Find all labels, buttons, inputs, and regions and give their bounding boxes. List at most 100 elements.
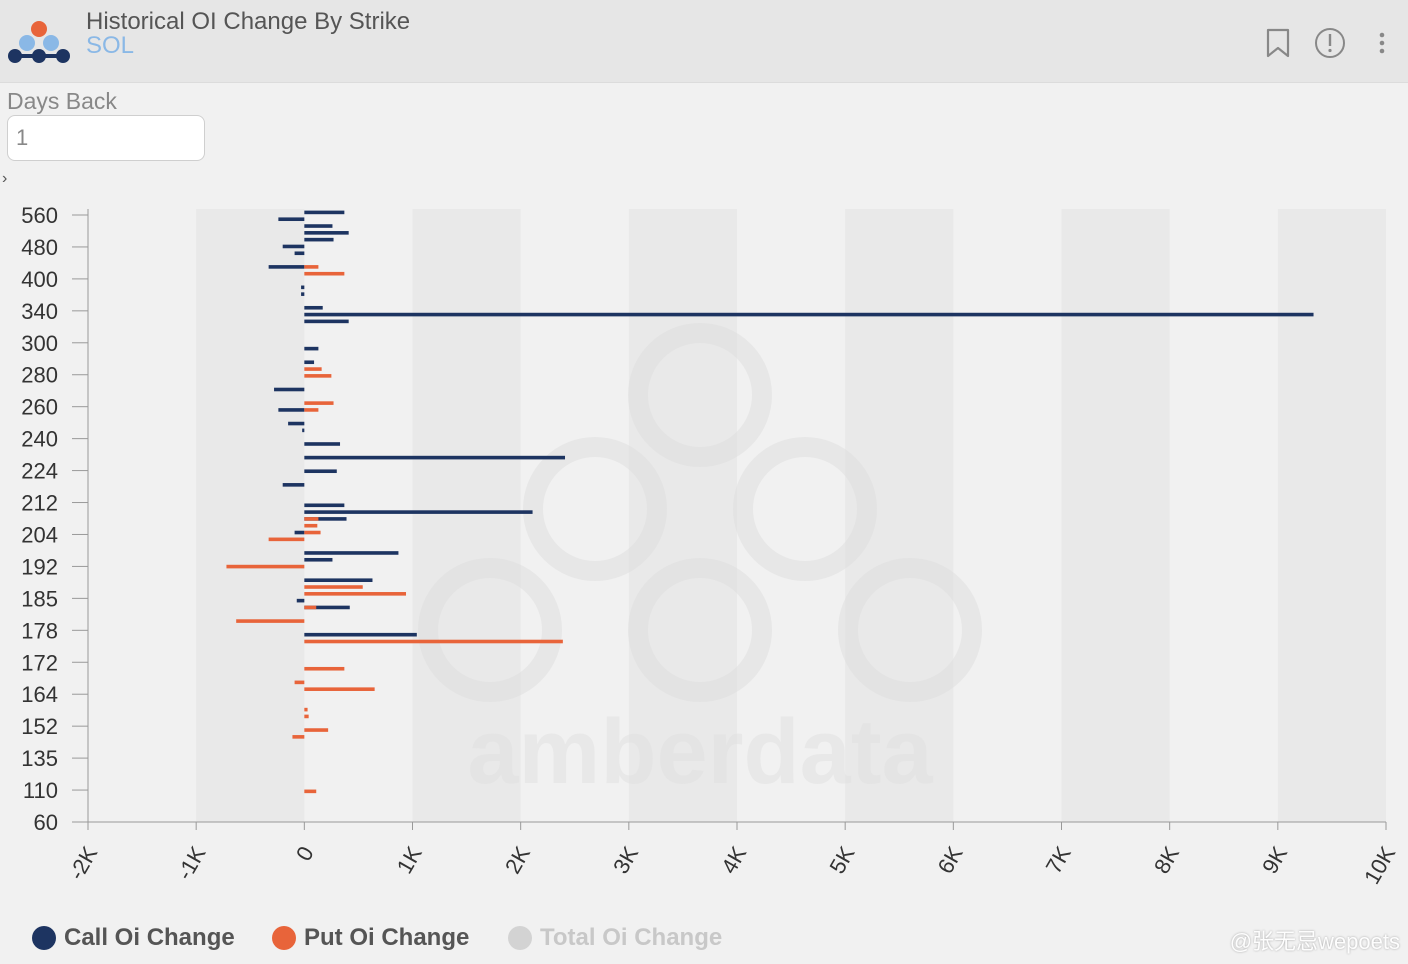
- watermark-ring: [628, 558, 772, 702]
- x-tick-label: -1K: [172, 842, 211, 884]
- put-oi-bar-182: [226, 564, 305, 569]
- more-options-icon[interactable]: [1365, 26, 1399, 60]
- put-oi-bar-400: [304, 265, 319, 269]
- amberdata-logo: [8, 21, 70, 63]
- y-tick-label: 480: [21, 235, 58, 260]
- put-oi-bar-155: [304, 707, 308, 712]
- put-oi-bar-162: [304, 687, 375, 691]
- call-oi-bar-260: [304, 360, 315, 365]
- call-oi-bar-218: [302, 428, 305, 433]
- call-oi-bar-176: [304, 605, 350, 610]
- call-oi-bar-228: [278, 408, 305, 412]
- call-oi-bar-440: [294, 251, 305, 256]
- put-oi-bar-152: [304, 714, 309, 719]
- put-oi-bar-176: [304, 605, 317, 610]
- watermark-ring: [628, 323, 772, 467]
- y-tick-label: 135: [21, 746, 58, 771]
- x-tick-label: -2K: [64, 842, 103, 884]
- call-oi-bar-184: [304, 551, 399, 555]
- legend-item-call-oi-change[interactable]: Call Oi Change: [32, 920, 235, 956]
- put-oi-bar-100: [304, 789, 317, 794]
- put-oi-bar-189: [304, 517, 319, 521]
- y-tick-label: 212: [21, 491, 58, 516]
- info-icon[interactable]: [1313, 26, 1347, 60]
- x-tick-label: 4K: [716, 842, 751, 878]
- legend-item-put-oi-change[interactable]: Put Oi Change: [272, 920, 469, 956]
- legend-label: Call Oi Change: [64, 924, 235, 951]
- y-tick-label: 400: [21, 267, 58, 292]
- call-oi-bar-190: [304, 510, 533, 514]
- grid-band: [1061, 209, 1170, 822]
- y-tick-label: 178: [21, 618, 58, 643]
- legend-swatch: [32, 926, 56, 950]
- call-oi-bar-220: [288, 421, 305, 426]
- call-oi-bar-500: [304, 231, 349, 235]
- call-oi-bar-295: [304, 312, 1314, 317]
- y-tick-label: 260: [21, 395, 58, 420]
- put-oi-bar-232: [304, 401, 334, 405]
- put-oi-bar-164: [294, 680, 305, 685]
- call-oi-bar-270: [304, 346, 319, 351]
- asset-subtitle: SOL: [86, 32, 135, 59]
- call-oi-bar-540: [278, 217, 305, 222]
- call-oi-bar-460: [282, 244, 305, 249]
- legend-item-total-oi-change[interactable]: Total Oi Change: [508, 920, 722, 956]
- watermark-ring: [418, 558, 562, 702]
- put-oi-bar-228: [304, 408, 319, 412]
- watermark-logo: amberdata: [418, 323, 982, 803]
- call-oi-bar-192: [304, 503, 345, 508]
- bookmark-icon[interactable]: [1261, 26, 1295, 60]
- days-back-input[interactable]: [7, 115, 205, 161]
- call-oi-bar-189: [304, 517, 347, 521]
- call-oi-bar-520: [304, 224, 333, 228]
- grid-band: [196, 209, 305, 822]
- put-oi-bar-186: [268, 537, 305, 542]
- call-oi-bar-183: [304, 557, 333, 562]
- call-oi-bar-177: [296, 598, 305, 603]
- x-tick-label: 6K: [933, 842, 968, 878]
- y-tick-label: 152: [21, 714, 58, 739]
- put-oi-bar-178: [304, 592, 407, 596]
- legend-label: Put Oi Change: [304, 924, 470, 951]
- put-oi-bar-179: [304, 585, 363, 589]
- x-tick-label: 2K: [500, 842, 535, 878]
- watermark-ring: [838, 558, 982, 702]
- y-tick-label: 172: [21, 650, 58, 675]
- y-tick-label: 280: [21, 363, 58, 388]
- grid-band: [412, 209, 521, 822]
- y-tick-label: 60: [34, 810, 58, 835]
- y-tick-label: 560: [21, 203, 58, 228]
- x-tick-label: 10K: [1359, 842, 1400, 889]
- y-tick-label: 164: [21, 682, 58, 707]
- put-oi-bar-187: [304, 530, 321, 535]
- y-tick-label: 192: [21, 554, 58, 579]
- put-oi-bar-250: [304, 374, 332, 378]
- legend-swatch: [508, 926, 532, 950]
- put-oi-bar-188: [304, 523, 318, 528]
- call-oi-bar-340: [301, 285, 305, 290]
- put-oi-bar-255: [304, 367, 322, 371]
- x-tick-label: 0: [291, 842, 319, 865]
- put-oi-bar-140: [292, 735, 305, 739]
- call-oi-bar-204: [304, 469, 337, 474]
- call-oi-bar-400: [268, 265, 305, 269]
- y-tick-label: 110: [23, 778, 58, 803]
- call-oi-bar-208: [304, 455, 566, 460]
- legend-swatch: [272, 926, 296, 950]
- call-oi-bar-300: [304, 305, 323, 310]
- widget-title: Historical OI Change By Strike: [86, 8, 411, 35]
- call-oi-bar-172: [304, 632, 417, 637]
- x-tick-label: 8K: [1149, 842, 1184, 878]
- call-oi-bar-320: [301, 292, 305, 296]
- y-tick-label: 340: [21, 299, 58, 324]
- y-tick-label: 204: [21, 522, 58, 547]
- watermark-ring: [733, 437, 877, 581]
- watermark-ring: [523, 437, 667, 581]
- days-back-label: Days Back: [7, 88, 117, 114]
- oi-change-chart: amberdata 560 480 400 340 300 280 260 240 224 212 2…: [21, 203, 1400, 889]
- put-oi-bar-171: [304, 639, 563, 644]
- y-tick-label: 300: [21, 331, 58, 356]
- y-tick-label: 224: [21, 459, 58, 484]
- expand-chevron-icon[interactable]: ›: [2, 170, 8, 187]
- call-oi-bar-187: [294, 530, 305, 535]
